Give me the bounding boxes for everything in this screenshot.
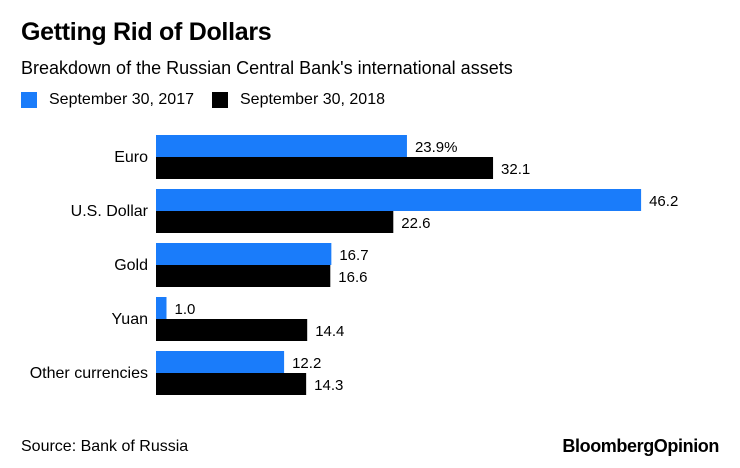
data-label-u-s-dollar-2018: 22.6 (401, 215, 430, 232)
data-label-yuan-2017: 1.0 (175, 301, 196, 318)
category-label-other-currencies: Other currencies (30, 365, 148, 382)
data-label-other-currencies-2017: 12.2 (292, 355, 321, 372)
legend-item-2018: September 30, 2018 (212, 91, 385, 109)
brand-logo: BloombergOpinion (562, 436, 719, 456)
category-label-yuan: Yuan (112, 311, 148, 328)
data-label-gold-2018: 16.6 (338, 269, 367, 286)
source-note: Source: Bank of Russia (21, 438, 189, 455)
category-label-euro: Euro (114, 149, 148, 166)
bar-euro-2018 (156, 157, 494, 179)
bar-gold-2017 (156, 243, 332, 265)
data-label-yuan-2018: 14.4 (315, 323, 344, 340)
chart-subtitle: Breakdown of the Russian Central Bank's … (21, 58, 513, 78)
legend-swatch-2017 (21, 92, 37, 108)
legend-item-2017: September 30, 2017 (21, 91, 194, 109)
bar-yuan-2017 (156, 297, 167, 319)
bar-u-s-dollar-2018 (156, 211, 394, 233)
legend-label-2018: September 30, 2018 (240, 91, 385, 108)
chart-title: Getting Rid of Dollars (21, 18, 272, 46)
data-label-euro-2017: 23.9% (415, 139, 458, 156)
data-label-gold-2017: 16.7 (339, 247, 368, 264)
bar-euro-2017 (156, 135, 407, 157)
data-label-other-currencies-2018: 14.3 (314, 377, 343, 394)
category-label-gold: Gold (114, 257, 148, 274)
legend-label-2017: September 30, 2017 (49, 91, 194, 108)
data-label-u-s-dollar-2017: 46.2 (649, 193, 678, 210)
category-label-u-s-dollar: U.S. Dollar (71, 203, 149, 220)
legend: September 30, 2017 September 30, 2018 (21, 90, 403, 110)
data-label-euro-2018: 32.1 (501, 161, 530, 178)
bar-yuan-2018 (156, 319, 308, 341)
bar-other-currencies-2018 (156, 373, 307, 395)
bar-gold-2018 (156, 265, 331, 287)
bar-chart: Euro 23.9% 32.1 U.S. Dollar 46.2 22.6 Gold 16.7… (30, 135, 678, 395)
legend-swatch-2018 (212, 92, 228, 108)
bar-u-s-dollar-2017 (156, 189, 642, 211)
bar-other-currencies-2017 (156, 351, 285, 373)
